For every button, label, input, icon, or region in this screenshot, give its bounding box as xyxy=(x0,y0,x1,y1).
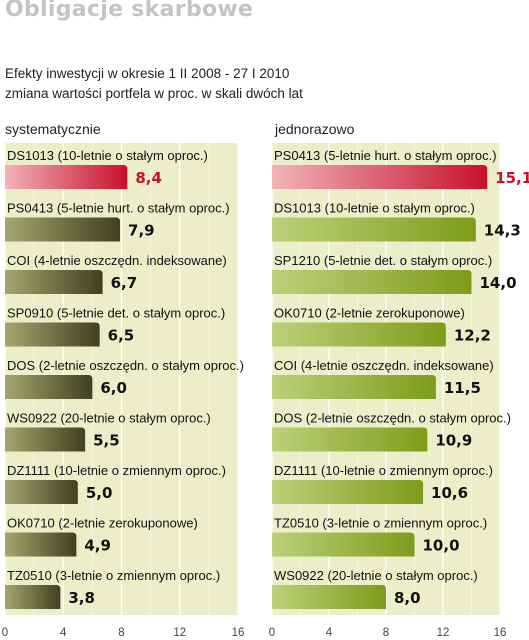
left-value-label: 5,0 xyxy=(86,484,113,502)
right-bar xyxy=(272,270,472,294)
right-value-label: 14,0 xyxy=(480,274,517,292)
right-bar xyxy=(272,427,428,452)
right-category-label: WS0922 (20-letnie o stałym oproc.) xyxy=(274,568,478,583)
right-category-label: DZ1111 (10-letnie o zmiennym oproc.) xyxy=(274,463,493,478)
left-bar xyxy=(5,532,77,557)
right-value-label: 15,1 xyxy=(495,169,529,187)
right-tick-label: 8 xyxy=(383,627,389,639)
left-value-label: 8,4 xyxy=(135,169,162,187)
right-value-label: 12,2 xyxy=(454,327,491,345)
left-value-label: 3,8 xyxy=(68,589,95,607)
right-value-label: 10,6 xyxy=(431,484,468,502)
right-category-label: COI (4-letnie oszczędn. indeksowane) xyxy=(274,358,494,373)
right-bar xyxy=(272,165,488,189)
left-category-label: DOS (2-letnie oszczędn. o stałym oproc.) xyxy=(7,358,244,373)
chart-subtitle-description: zmiana wartości portfela w proc. w skali… xyxy=(5,86,303,101)
right-category-label: DS1013 (10-letnie o stałym oproc.) xyxy=(274,201,475,216)
left-bar xyxy=(5,480,78,504)
right-value-label: 8,0 xyxy=(394,589,421,607)
left-category-label: PS0413 (5-letnie hurt. o stałym oproc.) xyxy=(7,201,230,216)
left-category-label: WS0922 (20-letnie o stałym oproc.) xyxy=(7,411,211,426)
left-bar xyxy=(5,427,86,452)
right-category-label: DOS (2-letnie oszczędn. o stałym oproc.) xyxy=(274,411,511,426)
right-tick-label: 0 xyxy=(269,627,275,639)
left-category-label: SP0910 (5-letnie det. o stałym oproc.) xyxy=(7,306,225,321)
right-bar xyxy=(272,585,386,609)
right-bar xyxy=(272,375,436,399)
right-category-label: SP1210 (5-letnie det. o stałym oproc.) xyxy=(274,253,492,268)
left-category-label: OK0710 (2-letnie zerokuponowe) xyxy=(7,516,198,531)
left-category-label: DZ1111 (10-letnie o zmiennym oproc.) xyxy=(7,463,226,478)
right-value-label: 10,0 xyxy=(423,537,460,555)
right-bar xyxy=(272,217,476,242)
right-tick-label: 16 xyxy=(494,627,507,639)
left-bar xyxy=(5,165,128,189)
right-value-label: 14,3 xyxy=(484,222,521,240)
left-category-label: TZ0510 (3-letnie o zmiennym oproc.) xyxy=(7,568,220,583)
left-bar xyxy=(5,270,103,294)
right-category-label: TZ0510 (3-letnie o zmiennym oproc.) xyxy=(274,516,487,531)
right-value-label: 10,9 xyxy=(435,432,472,450)
left-tick-label: 16 xyxy=(232,627,245,639)
left-value-label: 4,9 xyxy=(84,537,111,555)
left-value-label: 5,5 xyxy=(93,432,120,450)
left-bar xyxy=(5,375,93,399)
left-category-label: COI (4-letnie oszczędn. indeksowane) xyxy=(7,253,227,268)
left-tick-label: 4 xyxy=(60,627,67,639)
chart-title: Obligacje skarbowe xyxy=(5,0,254,22)
left-tick-label: 8 xyxy=(118,627,124,639)
right-panel-title: jednorazowo xyxy=(275,121,355,137)
right-bar xyxy=(272,322,446,347)
right-value-label: 11,5 xyxy=(444,379,481,397)
right-tick-label: 4 xyxy=(326,627,333,639)
left-value-label: 6,0 xyxy=(100,379,127,397)
left-tick-label: 12 xyxy=(173,627,186,639)
left-bar xyxy=(5,322,100,347)
left-tick-label: 0 xyxy=(2,627,8,639)
left-category-label: DS1013 (10-letnie o stałym oproc.) xyxy=(7,148,208,163)
left-value-label: 6,7 xyxy=(111,274,138,292)
right-bar xyxy=(272,532,415,557)
chart-subtitle-period: Efekty inwestycji w okresie 1 II 2008 - … xyxy=(5,66,290,81)
left-bar xyxy=(5,585,61,609)
left-value-label: 7,9 xyxy=(128,222,155,240)
right-bar xyxy=(272,480,424,504)
left-value-label: 6,5 xyxy=(108,327,135,345)
left-panel-title: systematycznie xyxy=(5,121,101,137)
left-bar xyxy=(5,217,121,242)
right-category-label: OK0710 (2-letnie zerokuponowe) xyxy=(274,306,465,321)
right-category-label: PS0413 (5-letnie hurt. o stałym oproc.) xyxy=(274,148,497,163)
right-tick-label: 12 xyxy=(437,627,450,639)
